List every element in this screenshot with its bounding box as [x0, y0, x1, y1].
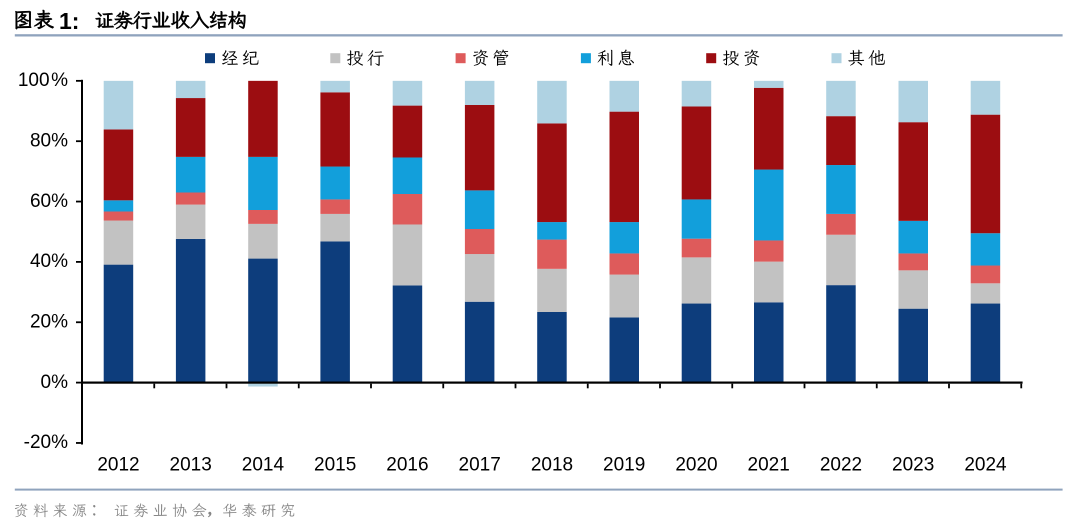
svg-text:2012: 2012	[97, 455, 139, 476]
svg-text:2018: 2018	[531, 455, 573, 476]
svg-text:2019: 2019	[603, 455, 645, 476]
svg-text:2023: 2023	[892, 455, 934, 476]
svg-text:60%: 60%	[30, 191, 68, 212]
svg-text:1:: 1:	[59, 8, 79, 34]
svg-text:2024: 2024	[964, 455, 1007, 476]
svg-text:2022: 2022	[820, 455, 862, 476]
svg-text:20%: 20%	[30, 311, 68, 332]
svg-text:2014: 2014	[242, 455, 285, 476]
svg-text:-20%: -20%	[24, 432, 68, 453]
svg-text:80%: 80%	[30, 130, 68, 151]
svg-text:0%: 0%	[41, 372, 69, 393]
svg-text:2017: 2017	[459, 455, 501, 476]
svg-text:2015: 2015	[314, 455, 356, 476]
svg-text:40%: 40%	[30, 251, 68, 272]
svg-text:2020: 2020	[675, 455, 717, 476]
svg-text:2016: 2016	[386, 455, 428, 476]
svg-text:2013: 2013	[170, 455, 212, 476]
svg-text:100 %: 100 %	[18, 70, 68, 91]
svg-text:2021: 2021	[748, 455, 790, 476]
